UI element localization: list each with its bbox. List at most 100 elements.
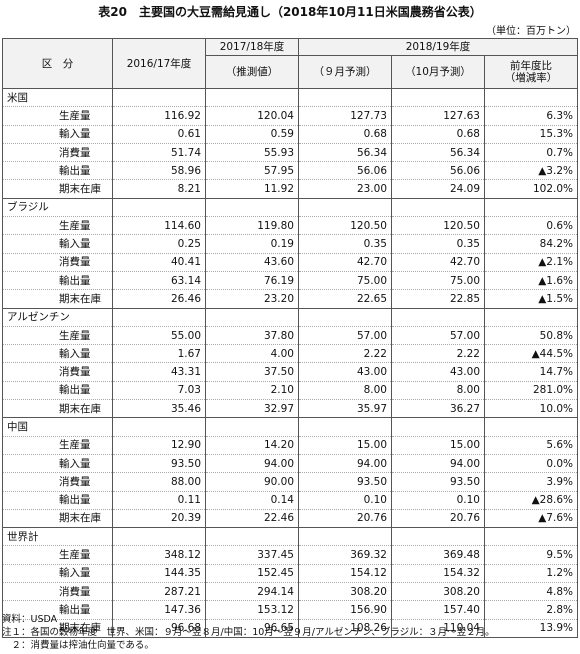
data-row: 生産量 116.92 120.04 127.73 127.63 6.3% bbox=[2, 106, 578, 126]
data-row: 生産量 55.00 37.80 57.00 57.00 50.8% bbox=[2, 325, 578, 345]
data-row: 輸出量 0.11 0.14 0.10 0.10 ▲28.6% bbox=[2, 490, 578, 510]
value-cell: 0.59 bbox=[205, 124, 299, 144]
empty-cell bbox=[391, 527, 485, 546]
group-name: 世界計 bbox=[2, 527, 113, 546]
value-cell: 94.00 bbox=[205, 453, 299, 473]
value-cell: 2.10 bbox=[205, 380, 299, 400]
value-cell: 369.48 bbox=[391, 545, 485, 565]
value-cell: 93.50 bbox=[112, 453, 206, 473]
empty-cell bbox=[112, 87, 206, 107]
value-cell: 2.8% bbox=[484, 600, 578, 620]
value-cell: 0.35 bbox=[391, 234, 485, 254]
data-row: 輸入量 0.25 0.19 0.35 0.35 84.2% bbox=[2, 234, 578, 254]
value-cell: ▲2.1% bbox=[484, 252, 578, 272]
header-row: （推測値） （９月予測） （10月予測） 前年度比 （増減率） bbox=[3, 55, 578, 89]
value-cell: 58.96 bbox=[112, 161, 206, 180]
empty-cell bbox=[484, 417, 578, 437]
data-row: 生産量 348.12 337.45 369.32 369.48 9.5% bbox=[2, 545, 578, 565]
value-cell: 14.7% bbox=[484, 362, 578, 382]
value-cell: 43.00 bbox=[298, 362, 392, 382]
data-row: 輸出量 63.14 76.19 75.00 75.00 ▲1.6% bbox=[2, 270, 578, 290]
value-cell: 1.2% bbox=[484, 563, 578, 583]
empty-cell bbox=[112, 307, 206, 327]
value-cell: 15.3% bbox=[484, 124, 578, 144]
value-cell: 26.46 bbox=[112, 289, 206, 309]
row-label: 消費量 bbox=[2, 582, 113, 601]
value-cell: 8.00 bbox=[298, 380, 392, 400]
value-cell: 22.46 bbox=[205, 508, 299, 528]
empty-cell bbox=[205, 527, 299, 546]
title: 表20 主要国の大豆需給見通し（2018年10月11日米国農務省公表） bbox=[98, 5, 482, 19]
value-cell: 20.76 bbox=[298, 508, 392, 528]
empty-cell bbox=[391, 307, 485, 327]
value-cell: 369.32 bbox=[298, 545, 392, 565]
header-cell: 2018/19年度 bbox=[298, 38, 578, 56]
data-row: 期末在庫 96.68 96.65 108.26 110.04 13.9% bbox=[2, 618, 578, 638]
value-cell: 0.7% bbox=[484, 142, 578, 162]
value-cell: 0.19 bbox=[205, 234, 299, 254]
row-label: 輸出量 bbox=[2, 380, 113, 400]
empty-cell bbox=[484, 307, 578, 327]
value-cell: 0.0% bbox=[484, 453, 578, 473]
value-cell: 4.8% bbox=[484, 582, 578, 601]
row-label: 輸入量 bbox=[2, 453, 113, 473]
group-row: 世界計 bbox=[2, 527, 578, 546]
value-cell: 110.04 bbox=[391, 618, 485, 638]
value-cell: 152.45 bbox=[205, 563, 299, 583]
empty-cell bbox=[298, 197, 392, 217]
header-cell: 前年度比 （増減率） bbox=[484, 55, 578, 89]
row-label: 期末在庫 bbox=[2, 508, 113, 528]
row-label: 生産量 bbox=[2, 435, 113, 455]
value-cell: 90.00 bbox=[205, 472, 299, 492]
table: 区 分 2016/17年度 2017/18年度 2018/19年度 （推測値） … bbox=[2, 38, 578, 638]
value-cell: 56.34 bbox=[298, 142, 392, 162]
value-cell: 57.95 bbox=[205, 161, 299, 180]
value-cell: 36.27 bbox=[391, 399, 485, 418]
empty-cell bbox=[484, 87, 578, 107]
data-row: 輸出量 7.03 2.10 8.00 8.00 281.0% bbox=[2, 380, 578, 400]
value-cell: 15.00 bbox=[298, 435, 392, 455]
empty-cell bbox=[298, 87, 392, 107]
header-cell: 2016/17年度 bbox=[112, 38, 206, 89]
value-cell: 287.21 bbox=[112, 582, 206, 601]
value-cell: 294.14 bbox=[205, 582, 299, 601]
header-cell: （10月予測） bbox=[391, 55, 485, 89]
value-cell: 0.10 bbox=[391, 490, 485, 510]
value-cell: 93.50 bbox=[391, 472, 485, 492]
data-row: 輸入量 93.50 94.00 94.00 94.00 0.0% bbox=[2, 453, 578, 473]
row-label: 期末在庫 bbox=[2, 399, 113, 418]
row-label: 輸入量 bbox=[2, 124, 113, 144]
notes: 資料：USDA 注１：各国の穀物年度 世界、米国：９月～翌８月/中国：10月～翌９… bbox=[2, 613, 495, 652]
empty-cell bbox=[205, 87, 299, 107]
value-cell: 35.97 bbox=[298, 399, 392, 418]
header-cell: （９月予測） bbox=[298, 55, 392, 89]
value-cell: 127.63 bbox=[391, 106, 485, 126]
value-cell: 42.70 bbox=[391, 252, 485, 272]
group-row: アルゼンチン bbox=[2, 307, 578, 327]
data-row: 生産量 114.60 119.80 120.50 120.50 0.6% bbox=[2, 216, 578, 235]
value-cell: 51.74 bbox=[112, 142, 206, 162]
value-cell: ▲28.6% bbox=[484, 490, 578, 510]
value-cell: 22.65 bbox=[298, 289, 392, 309]
table-body: 米国 生産量 116.92 120.04 127.73 127.63 6.3% 輸入量 0.61… bbox=[2, 87, 578, 638]
value-cell: 37.80 bbox=[205, 325, 299, 345]
data-row: 期末在庫 20.39 22.46 20.76 20.76 ▲7.6% bbox=[2, 508, 578, 528]
value-cell: 154.12 bbox=[298, 563, 392, 583]
value-cell: 96.65 bbox=[205, 618, 299, 638]
value-cell: 281.0% bbox=[484, 380, 578, 400]
value-cell: 20.39 bbox=[112, 508, 206, 528]
row-label: 消費量 bbox=[2, 472, 113, 492]
group-name: ブラジル bbox=[2, 197, 113, 217]
value-cell: 15.00 bbox=[391, 435, 485, 455]
value-cell: 93.50 bbox=[298, 472, 392, 492]
value-cell: 0.68 bbox=[391, 124, 485, 144]
value-cell: 12.90 bbox=[112, 435, 206, 455]
row-label: 期末在庫 bbox=[2, 179, 113, 199]
empty-cell bbox=[112, 527, 206, 546]
note: ２：消費量は搾油仕向量である。 bbox=[2, 640, 154, 651]
data-row: 期末在庫 35.46 32.97 35.97 36.27 10.0% bbox=[2, 399, 578, 418]
data-row: 消費量 51.74 55.93 56.34 56.34 0.7% bbox=[2, 142, 578, 162]
value-cell: 120.50 bbox=[391, 216, 485, 235]
value-cell: 308.20 bbox=[391, 582, 485, 601]
